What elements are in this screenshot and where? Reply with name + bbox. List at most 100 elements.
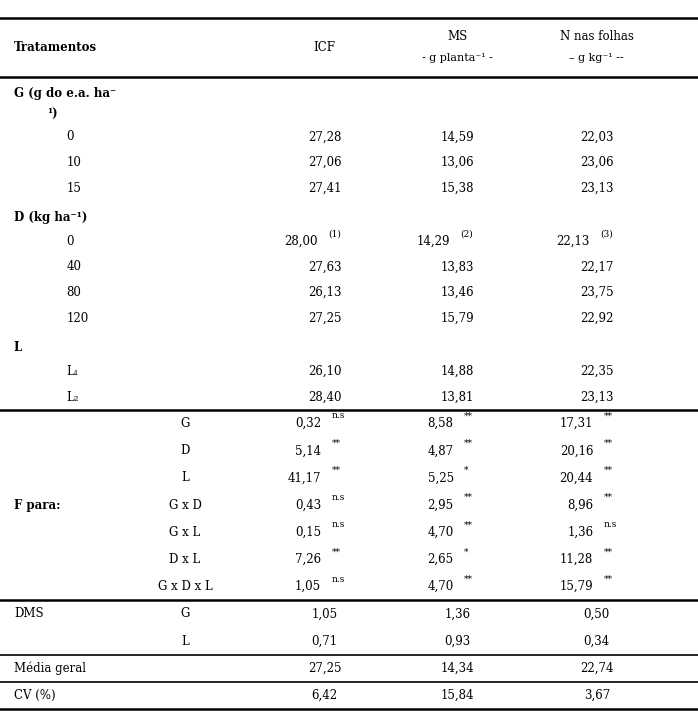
Text: DMS: DMS — [14, 607, 43, 620]
Text: 27,25: 27,25 — [308, 662, 341, 675]
Text: 27,41: 27,41 — [308, 182, 341, 195]
Text: 15,79: 15,79 — [440, 312, 474, 325]
Text: 0,34: 0,34 — [584, 635, 610, 648]
Text: 17,31: 17,31 — [560, 417, 593, 430]
Text: N nas folhas: N nas folhas — [560, 30, 634, 43]
Text: 28,00: 28,00 — [284, 235, 318, 248]
Text: D: D — [180, 444, 190, 457]
Text: G: G — [180, 607, 190, 620]
Text: (1): (1) — [328, 230, 341, 238]
Text: ICF: ICF — [313, 41, 336, 54]
Text: 5,25: 5,25 — [428, 471, 454, 484]
Text: 13,83: 13,83 — [440, 261, 474, 274]
Text: D (kg ha⁻¹): D (kg ha⁻¹) — [14, 211, 87, 224]
Text: 14,59: 14,59 — [440, 130, 474, 143]
Text: L: L — [181, 635, 189, 648]
Text: **: ** — [464, 439, 473, 448]
Text: L: L — [181, 471, 189, 484]
Text: 2,65: 2,65 — [428, 553, 454, 566]
Text: L: L — [14, 342, 22, 355]
Text: 13,06: 13,06 — [440, 156, 474, 169]
Text: 5,14: 5,14 — [295, 444, 321, 457]
Text: **: ** — [332, 547, 341, 557]
Text: **: ** — [332, 439, 341, 448]
Text: 23,06: 23,06 — [580, 156, 614, 169]
Text: **: ** — [604, 493, 613, 502]
Text: G x D x L: G x D x L — [158, 580, 212, 593]
Text: 1,36: 1,36 — [444, 607, 470, 620]
Text: (2): (2) — [461, 230, 473, 238]
Text: 10: 10 — [66, 156, 81, 169]
Text: n.s: n.s — [604, 521, 617, 529]
Text: **: ** — [464, 575, 473, 583]
Text: 0,93: 0,93 — [444, 635, 470, 648]
Text: *: * — [464, 466, 468, 475]
Text: n.s: n.s — [332, 493, 345, 502]
Text: 7,26: 7,26 — [295, 553, 321, 566]
Text: G x D: G x D — [168, 499, 202, 512]
Text: 1,36: 1,36 — [567, 526, 593, 539]
Text: 4,70: 4,70 — [427, 526, 454, 539]
Text: **: ** — [332, 466, 341, 475]
Text: 15,79: 15,79 — [560, 580, 593, 593]
Text: n.s: n.s — [332, 575, 345, 583]
Text: 23,13: 23,13 — [580, 182, 614, 195]
Text: **: ** — [464, 412, 473, 420]
Text: 2,95: 2,95 — [428, 499, 454, 512]
Text: MS: MS — [447, 30, 468, 43]
Text: 13,46: 13,46 — [440, 286, 474, 299]
Text: 22,13: 22,13 — [556, 235, 590, 248]
Text: 26,10: 26,10 — [308, 365, 341, 378]
Text: 14,88: 14,88 — [440, 365, 474, 378]
Text: G: G — [180, 417, 190, 430]
Text: 0,32: 0,32 — [295, 417, 321, 430]
Text: – g kg⁻¹ --: – g kg⁻¹ -- — [570, 53, 624, 63]
Text: (3): (3) — [600, 230, 613, 238]
Text: G x L: G x L — [170, 526, 200, 539]
Text: n.s: n.s — [332, 521, 345, 529]
Text: **: ** — [604, 547, 613, 557]
Text: 22,74: 22,74 — [580, 662, 614, 675]
Text: 14,34: 14,34 — [440, 662, 474, 675]
Text: 23,13: 23,13 — [580, 391, 614, 404]
Text: 80: 80 — [66, 286, 81, 299]
Text: ¹): ¹) — [47, 108, 58, 121]
Text: **: ** — [464, 521, 473, 529]
Text: 20,16: 20,16 — [560, 444, 593, 457]
Text: F para:: F para: — [14, 499, 61, 512]
Text: 23,75: 23,75 — [580, 286, 614, 299]
Text: L₁: L₁ — [66, 365, 79, 378]
Text: Tratamentos: Tratamentos — [14, 41, 97, 54]
Text: 27,28: 27,28 — [308, 130, 341, 143]
Text: 40: 40 — [66, 261, 81, 274]
Text: Média geral: Média geral — [14, 661, 86, 675]
Text: **: ** — [604, 439, 613, 448]
Text: D x L: D x L — [170, 553, 200, 566]
Text: 20,44: 20,44 — [560, 471, 593, 484]
Text: 22,03: 22,03 — [580, 130, 614, 143]
Text: 6,42: 6,42 — [311, 689, 338, 702]
Text: 22,17: 22,17 — [580, 261, 614, 274]
Text: n.s: n.s — [332, 412, 345, 420]
Text: 28,40: 28,40 — [308, 391, 341, 404]
Text: 1,05: 1,05 — [295, 580, 321, 593]
Text: 27,06: 27,06 — [308, 156, 341, 169]
Text: 15,38: 15,38 — [440, 182, 474, 195]
Text: 22,35: 22,35 — [580, 365, 614, 378]
Text: *: * — [464, 547, 468, 557]
Text: 15,84: 15,84 — [440, 689, 474, 702]
Text: **: ** — [604, 575, 613, 583]
Text: **: ** — [604, 412, 613, 420]
Text: 27,63: 27,63 — [308, 261, 341, 274]
Text: 22,92: 22,92 — [580, 312, 614, 325]
Text: 13,81: 13,81 — [440, 391, 474, 404]
Text: 3,67: 3,67 — [584, 689, 610, 702]
Text: 41,17: 41,17 — [288, 471, 321, 484]
Text: **: ** — [604, 466, 613, 475]
Text: G (g do e.a. ha⁻: G (g do e.a. ha⁻ — [14, 87, 116, 100]
Text: 11,28: 11,28 — [560, 553, 593, 566]
Text: 27,25: 27,25 — [308, 312, 341, 325]
Text: 0: 0 — [66, 130, 74, 143]
Text: L₂: L₂ — [66, 391, 79, 404]
Text: 1,05: 1,05 — [311, 607, 338, 620]
